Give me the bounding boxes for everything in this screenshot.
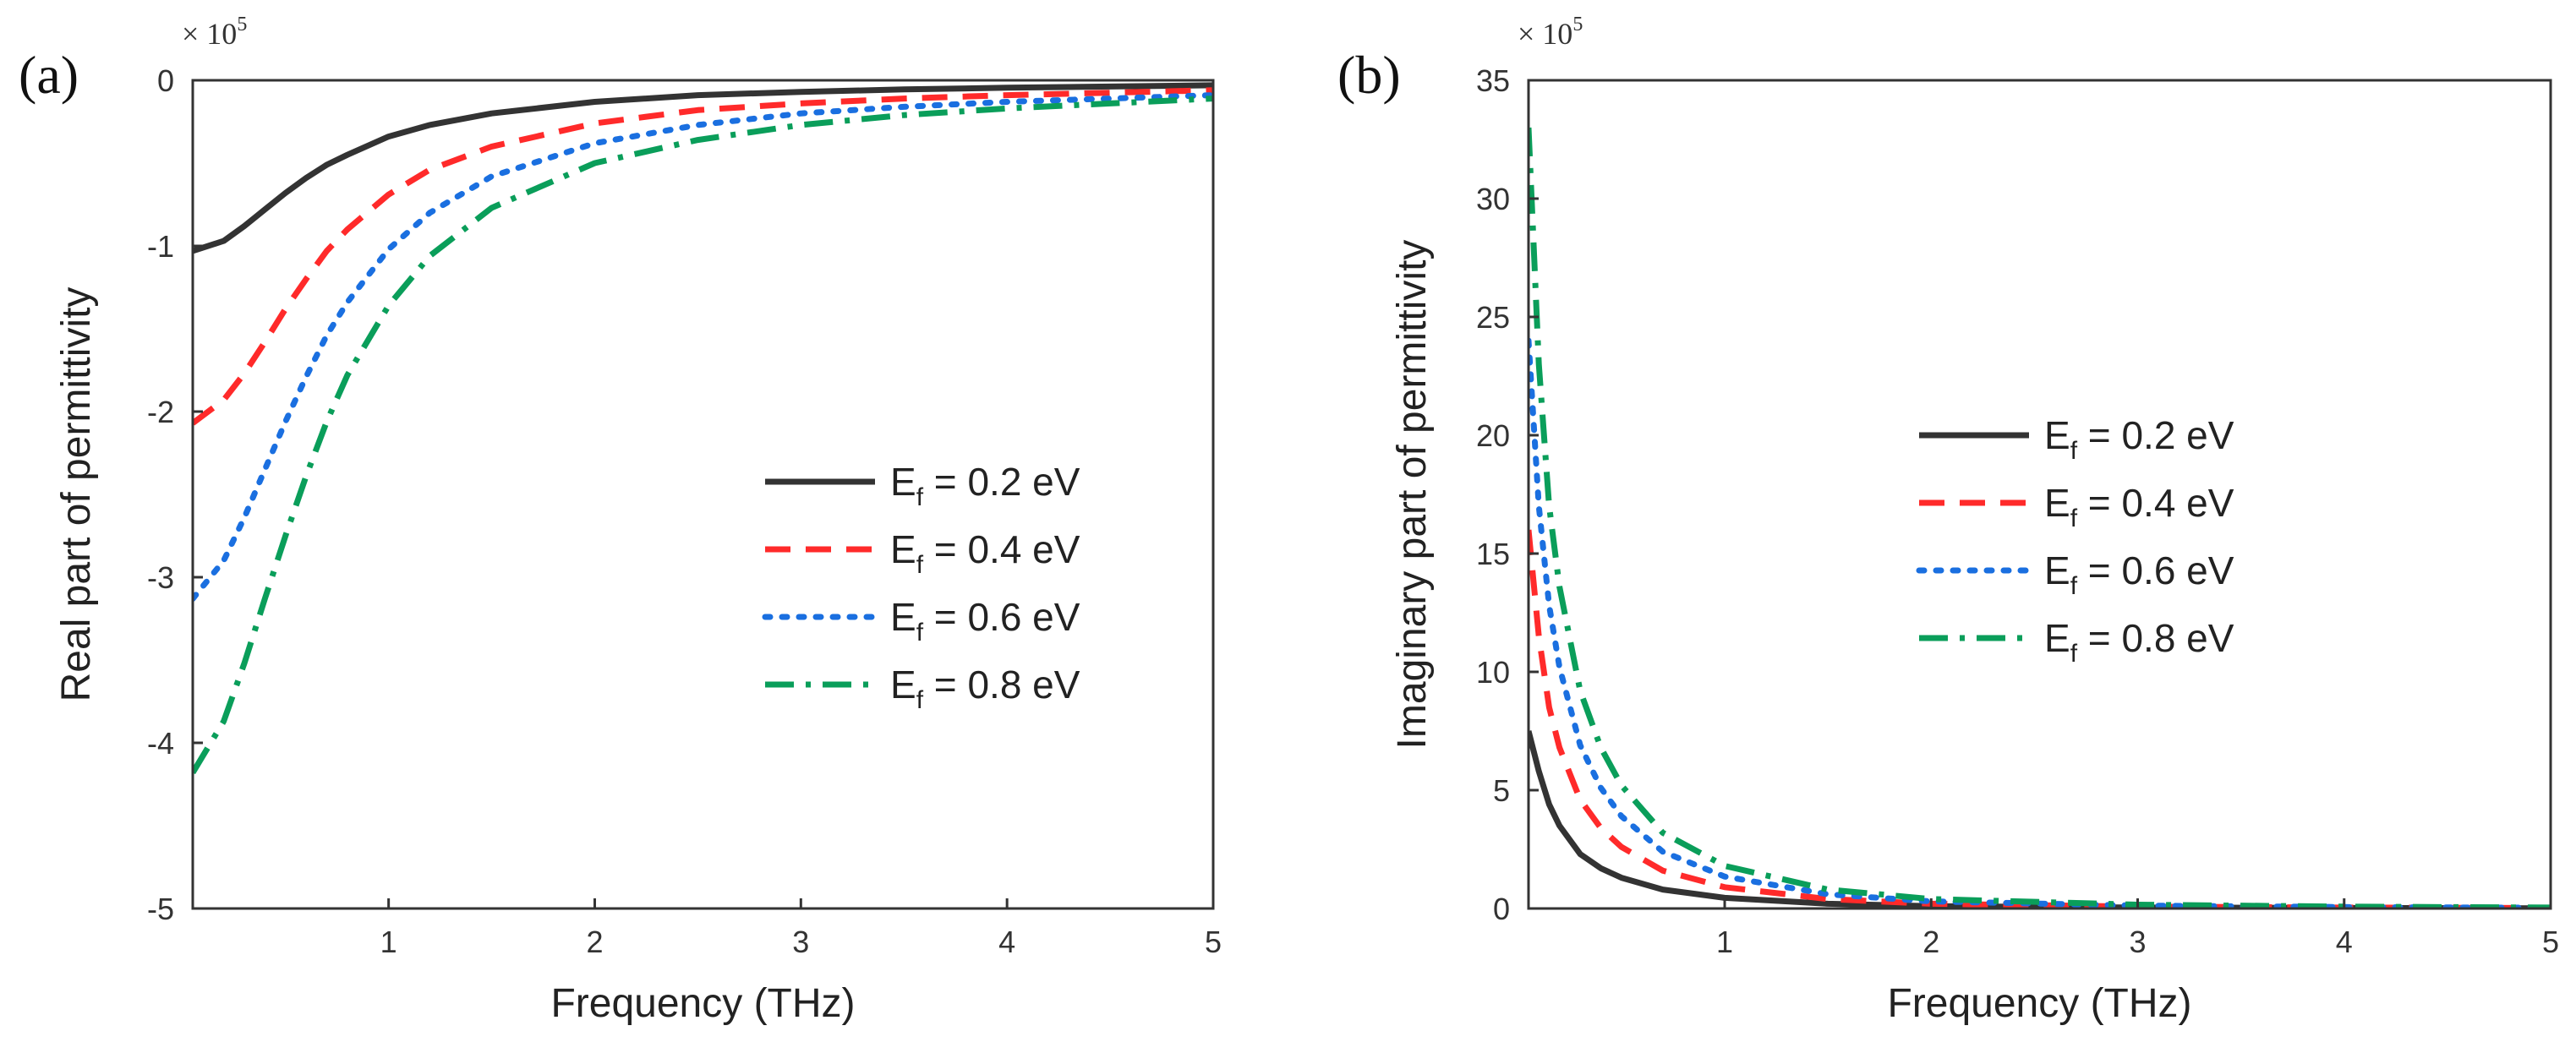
series-line-3 (193, 92, 1213, 602)
x-tick-label: 4 (2336, 925, 2353, 959)
x-axis-label: Frequency (THz) (1887, 981, 2191, 1026)
y-tick-label: -2 (147, 395, 174, 429)
series-line-1 (1529, 730, 2551, 908)
y-tick-label: 10 (1476, 655, 1510, 690)
y-tick-label: 35 (1476, 63, 1510, 98)
series-line-3 (1529, 337, 2551, 908)
series-line-1 (193, 82, 1213, 254)
chart-panel-1: 1 2 3 4 5 0 -1 -2 -3 -4 -5 Frequency (THz) Real part… (19, 14, 1222, 1026)
legend-entry: Ef = 0.8 eV (2044, 616, 2234, 668)
x-tick-label: 3 (792, 925, 809, 959)
legend-entry: Ef = 0.4 eV (2044, 481, 2234, 532)
legend: Ef = 0.2 eV Ef = 0.4 eV Ef = 0.6 eV Ef = 0.… (762, 460, 1080, 714)
legend-entry: Ef = 0.4 eV (890, 527, 1080, 579)
chart-panel-2: 1 2 3 4 5 0 5 10 15 20 25 30 35 Frequency (THz) Imagin… (1337, 14, 2559, 1026)
y-tick-label: -4 (147, 726, 174, 761)
x-tick-label: 3 (2129, 925, 2146, 959)
y-axis-label: Imaginary part of permittivity (1390, 240, 1435, 750)
y-tick-label: 0 (157, 63, 174, 98)
legend-entry: Ef = 0.6 eV (890, 595, 1080, 647)
axis-multiplier: × 105 (182, 14, 247, 51)
y-axis-label: Real part of permittivity (54, 287, 99, 702)
series-line-4 (1529, 127, 2551, 908)
legend-entry: Ef = 0.2 eV (2044, 413, 2234, 465)
y-tick-label: -3 (147, 560, 174, 595)
y-tick-label: -1 (147, 229, 174, 264)
series-line-4 (193, 95, 1213, 775)
panel-label: (b) (1337, 45, 1401, 105)
y-tick-label: -5 (147, 892, 174, 926)
x-tick-label: 5 (2542, 925, 2559, 959)
plot-frame (191, 79, 1215, 910)
legend-entry: Ef = 0.8 eV (890, 663, 1080, 714)
series-line-2 (1529, 529, 2551, 908)
legend-entry: Ef = 0.2 eV (890, 460, 1080, 511)
y-tick-label: 25 (1476, 300, 1510, 335)
x-tick-label: 1 (380, 925, 397, 959)
x-tick-label: 5 (1205, 925, 1222, 959)
series-line-2 (193, 87, 1213, 426)
y-tick-label: 30 (1476, 182, 1510, 216)
y-tick-label: 0 (1493, 892, 1510, 926)
x-tick-label: 1 (1716, 925, 1733, 959)
y-tick-label: 20 (1476, 418, 1510, 453)
legend: Ef = 0.2 eV Ef = 0.4 eV Ef = 0.6 eV Ef = 0.… (1916, 413, 2234, 668)
y-tick-label: 5 (1493, 773, 1510, 808)
x-tick-label: 4 (998, 925, 1015, 959)
plot-frame (1527, 79, 2552, 910)
x-tick-label: 2 (586, 925, 603, 959)
x-axis-label: Frequency (THz) (550, 981, 855, 1026)
x-tick-label: 2 (1922, 925, 1939, 959)
panel-label: (a) (19, 45, 79, 105)
y-tick-label: 15 (1476, 537, 1510, 571)
axis-multiplier: × 105 (1518, 14, 1583, 51)
legend-entry: Ef = 0.6 eV (2044, 548, 2234, 600)
